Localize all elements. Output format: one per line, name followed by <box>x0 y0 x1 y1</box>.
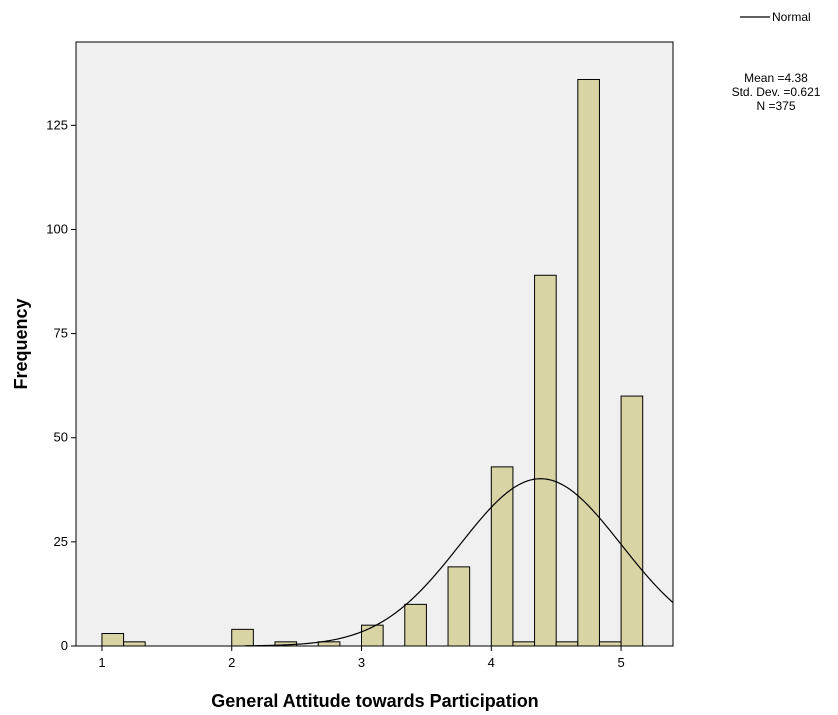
histogram-bar-8 <box>447 566 471 647</box>
y-axis: 0 25 50 75 100 125 <box>46 117 76 653</box>
x-axis: 1 2 3 4 5 <box>98 646 625 670</box>
histogram-bar-2 <box>123 641 146 647</box>
x-tick-label-5: 5 <box>617 655 624 670</box>
histogram-bar-5 <box>317 641 341 647</box>
x-tick-label-4: 4 <box>488 655 495 670</box>
x-axis-title: General Attitude towards Participation <box>211 691 538 711</box>
x-tick-label-3: 3 <box>358 655 365 670</box>
histogram-bar-11 <box>534 274 557 647</box>
y-tick-label-0: 0 <box>61 638 68 653</box>
legend-normal-label: Normal <box>772 10 811 24</box>
y-tick-label-75: 75 <box>54 326 68 341</box>
histogram-bar-10 <box>512 641 536 647</box>
histogram-bar-6 <box>361 624 384 647</box>
histogram-bar-15 <box>620 395 644 647</box>
histogram-bar-3 <box>231 628 254 647</box>
histogram-bar-9 <box>490 466 514 647</box>
x-tick-label-1: 1 <box>98 655 105 670</box>
plot-background <box>75 41 674 647</box>
histogram-bar-14 <box>598 641 622 647</box>
stats-n: N =375 <box>756 99 795 113</box>
histogram-bar-1 <box>101 633 125 647</box>
x-tick-label-2: 2 <box>228 655 235 670</box>
stats-box: Mean =4.38 Std. Dev. =0.621 N =375 <box>732 71 821 113</box>
stats-mean: Mean =4.38 <box>744 71 808 85</box>
stats-std-dev: Std. Dev. =0.621 <box>732 85 821 99</box>
y-axis-title: Frequency <box>11 298 31 389</box>
legend: Normal <box>740 10 811 24</box>
bars-layer <box>101 78 644 647</box>
y-tick-label-125: 125 <box>46 117 68 132</box>
histogram-bar-12 <box>555 641 579 647</box>
histogram-bar-13 <box>577 78 600 647</box>
y-tick-label-50: 50 <box>54 430 68 445</box>
normal-curve <box>244 478 674 647</box>
y-tick-label-100: 100 <box>46 221 68 236</box>
y-tick-label-25: 25 <box>54 534 68 549</box>
histogram-bar-7 <box>404 603 427 647</box>
